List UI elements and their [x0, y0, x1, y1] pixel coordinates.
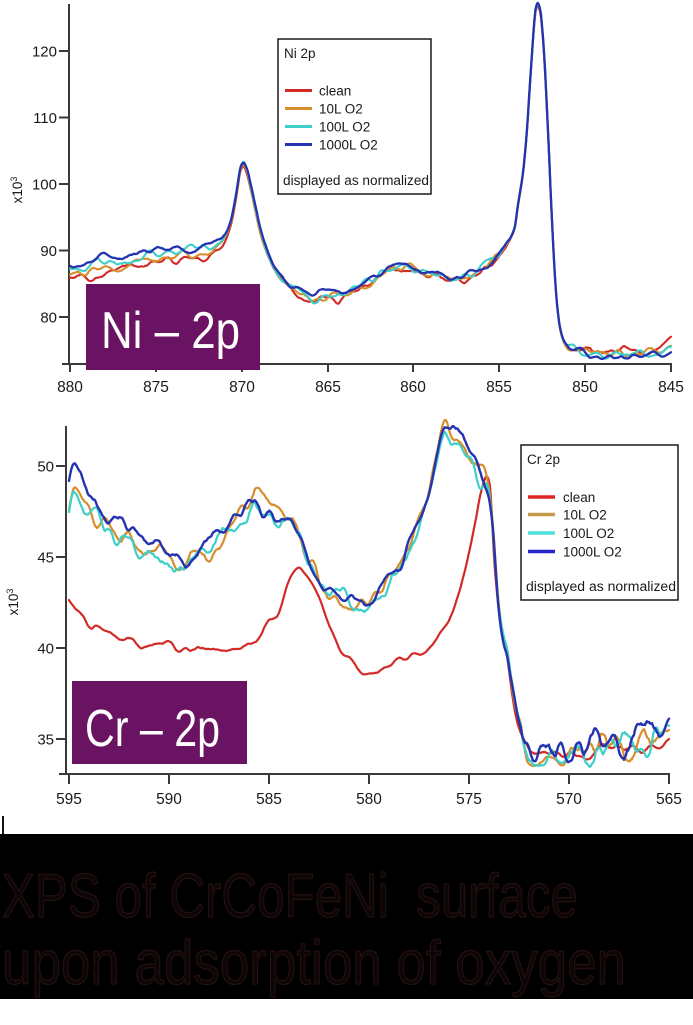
svg-text:565: 565 [656, 791, 682, 808]
svg-text:displayed as normalized: displayed as normalized [526, 579, 676, 594]
svg-text:clean: clean [319, 84, 351, 99]
svg-text:45: 45 [37, 550, 54, 567]
svg-text:Ni – 2p: Ni – 2p [101, 302, 240, 360]
svg-text:Cr – 2p: Cr – 2p [85, 700, 220, 758]
svg-text:855: 855 [486, 379, 512, 396]
svg-text:585: 585 [256, 791, 282, 808]
svg-text:595: 595 [56, 791, 82, 808]
svg-text:120: 120 [32, 44, 57, 61]
svg-text:upon adsorption of oxygen: upon adsorption of oxygen [2, 929, 626, 998]
svg-text:Cr 2p: Cr 2p [527, 452, 560, 467]
svg-text:clean: clean [563, 490, 595, 505]
svg-text:100L O2: 100L O2 [319, 120, 370, 135]
svg-text:Ni 2p: Ni 2p [284, 46, 316, 61]
svg-text:10L O2: 10L O2 [563, 508, 607, 523]
svg-text:580: 580 [356, 791, 382, 808]
svg-text:590: 590 [156, 791, 182, 808]
svg-text:80: 80 [40, 310, 57, 327]
svg-text:865: 865 [315, 379, 341, 396]
svg-text:880: 880 [57, 379, 83, 396]
svg-text:845: 845 [658, 379, 684, 396]
svg-text:100: 100 [32, 177, 57, 194]
svg-text:40: 40 [37, 641, 54, 658]
svg-text:850: 850 [572, 379, 598, 396]
svg-text:XPS of CrCoFeNi surface: XPS of CrCoFeNi surface [2, 862, 578, 931]
svg-text:870: 870 [229, 379, 255, 396]
svg-text:875: 875 [143, 379, 169, 396]
svg-text:860: 860 [400, 379, 426, 396]
svg-text:1000L O2: 1000L O2 [319, 138, 378, 153]
svg-text:35: 35 [37, 732, 54, 749]
svg-text:90: 90 [40, 243, 57, 260]
svg-text:x103: x103 [9, 177, 25, 204]
svg-text:570: 570 [556, 791, 582, 808]
svg-text:575: 575 [456, 791, 482, 808]
svg-text:x103: x103 [5, 589, 21, 616]
svg-text:100L O2: 100L O2 [563, 526, 614, 541]
svg-text:10L O2: 10L O2 [319, 102, 363, 117]
svg-text:displayed as normalized: displayed as normalized [283, 173, 429, 188]
svg-text:50: 50 [37, 459, 54, 476]
svg-text:110: 110 [33, 110, 57, 127]
svg-text:1000L O2: 1000L O2 [563, 545, 622, 560]
